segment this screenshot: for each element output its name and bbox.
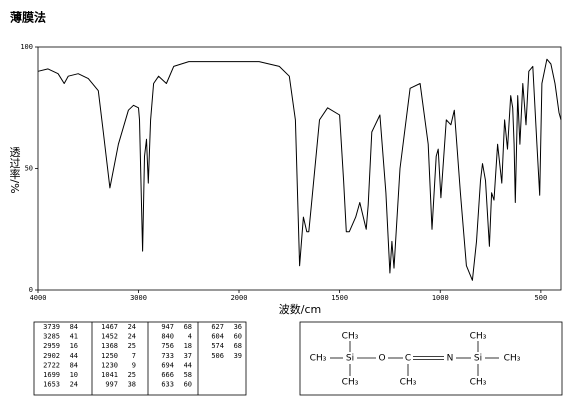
peak-wavenumber: 1467 (101, 323, 118, 331)
peak-transmittance: 16 (70, 342, 78, 350)
peak-wavenumber: 3285 (43, 333, 60, 341)
peak-table-frame (33, 321, 247, 396)
x-tick-label: 4000 (30, 294, 47, 302)
atom-label: Si (346, 354, 354, 364)
peak-transmittance: 24 (128, 333, 136, 341)
peak-wavenumber: 1368 (101, 342, 118, 350)
peak-transmittance: 9 (132, 361, 136, 369)
peak-wavenumber: 666 (161, 371, 174, 379)
peak-wavenumber: 3739 (43, 323, 60, 331)
atom-label: CH₃ (342, 332, 359, 342)
y-axis-label: 透过率/% (8, 146, 21, 193)
peak-wavenumber: 947 (161, 323, 174, 331)
atom-label: CH₃ (310, 354, 327, 364)
atom-label: O (378, 354, 385, 364)
peak-transmittance: 58 (184, 371, 192, 379)
peak-transmittance: 68 (234, 342, 242, 350)
peak-wavenumber: 2902 (43, 352, 60, 360)
peak-transmittance: 7 (132, 352, 136, 360)
peak-transmittance: 41 (70, 333, 78, 341)
peak-transmittance: 25 (128, 342, 136, 350)
chart-title: 薄膜法 (10, 10, 46, 25)
peak-wavenumber: 1653 (43, 381, 60, 389)
x-tick-label: 1500 (331, 294, 348, 302)
x-axis-label: 波数/cm (279, 303, 321, 316)
x-tick-label: 1000 (432, 294, 449, 302)
peak-transmittance: 24 (70, 381, 78, 389)
y-tick-label: 0 (29, 286, 33, 294)
atom-label: CH₃ (470, 332, 487, 342)
y-tick-label: 100 (20, 43, 33, 51)
spectrum-line (37, 58, 562, 281)
x-tick-label: 3000 (130, 294, 147, 302)
peak-wavenumber: 1699 (43, 371, 60, 379)
peak-wavenumber: 506 (211, 352, 224, 360)
peak-transmittance: 4 (188, 333, 192, 341)
peak-wavenumber: 694 (161, 361, 174, 369)
peak-wavenumber: 756 (161, 342, 174, 350)
atom-label: Si (474, 354, 482, 364)
peak-transmittance: 68 (184, 323, 192, 331)
peak-wavenumber: 604 (211, 333, 224, 341)
atom-label: CH₃ (504, 354, 521, 364)
peak-transmittance: 10 (70, 371, 78, 379)
peak-transmittance: 37 (184, 352, 192, 360)
peak-transmittance: 84 (70, 361, 78, 369)
peak-wavenumber: 997 (105, 381, 118, 389)
peak-transmittance: 36 (234, 323, 242, 331)
structure-frame (299, 321, 563, 396)
peak-transmittance: 18 (184, 342, 192, 350)
x-tick-label: 500 (535, 294, 548, 302)
atom-label: CH₃ (342, 378, 359, 388)
peak-transmittance: 60 (234, 333, 242, 341)
peak-transmittance: 38 (128, 381, 136, 389)
peak-transmittance: 44 (184, 361, 192, 369)
peak-wavenumber: 633 (161, 381, 174, 389)
peak-wavenumber: 627 (211, 323, 224, 331)
structure: CH₃ CH₃ Si O C N Si CH₃ CH₃ CH₃ CH₃ CH₃ (310, 332, 521, 388)
peak-wavenumber: 2722 (43, 361, 60, 369)
peak-transmittance: 84 (70, 323, 78, 331)
peak-transmittance: 39 (234, 352, 242, 360)
peak-transmittance: 24 (128, 323, 136, 331)
peak-wavenumber: 1452 (101, 333, 118, 341)
peak-wavenumber: 574 (211, 342, 224, 350)
peak-transmittance: 44 (70, 352, 78, 360)
peak-transmittance: 25 (128, 371, 136, 379)
peak-wavenumber: 840 (161, 333, 174, 341)
peak-wavenumber: 2959 (43, 342, 60, 350)
atom-label: CH₃ (470, 378, 487, 388)
peak-wavenumber: 1250 (101, 352, 118, 360)
peak-wavenumber: 1230 (101, 361, 118, 369)
atom-label: C (405, 354, 411, 364)
atom-label: CH₃ (400, 378, 417, 388)
peak-wavenumber: 733 (161, 352, 174, 360)
y-tick-label: 50 (25, 165, 33, 173)
peak-transmittance: 60 (184, 381, 192, 389)
atom-label: N (447, 354, 454, 364)
x-tick-label: 2000 (231, 294, 248, 302)
peak-wavenumber: 1041 (101, 371, 118, 379)
